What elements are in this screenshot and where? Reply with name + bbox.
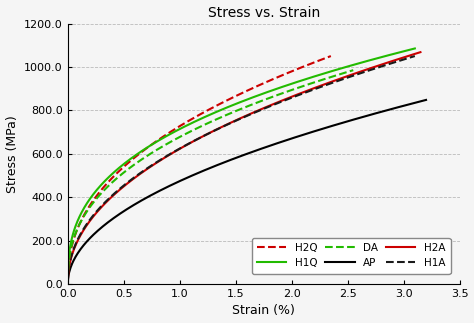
X-axis label: Strain (%): Strain (%)	[232, 305, 295, 318]
Legend: H2Q, H1Q, DA, AP, H2A, H1A: H2Q, H1Q, DA, AP, H2A, H1A	[252, 237, 450, 274]
Y-axis label: Stress (MPa): Stress (MPa)	[6, 115, 18, 193]
Title: Stress vs. Strain: Stress vs. Strain	[208, 5, 320, 20]
